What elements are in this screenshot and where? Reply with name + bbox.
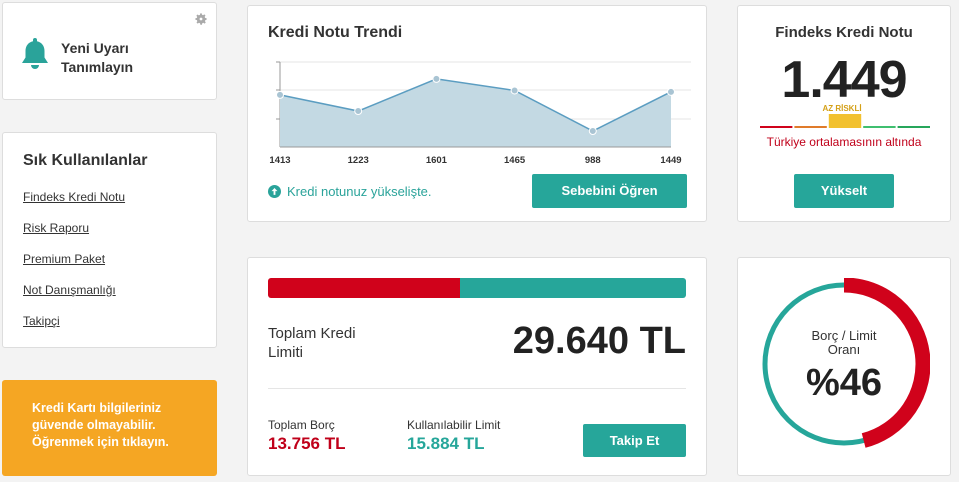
trend-point (510, 86, 519, 95)
frequently-used-card: Sık Kullanılanlar Findeks Kredi Notu Ris… (2, 132, 217, 348)
credit-score-trend-card: Kredi Notu Trendi 1413 1223 1601 1465 988 144… (247, 5, 707, 222)
follow-button[interactable]: Takip Et (583, 424, 686, 457)
gear-icon[interactable] (194, 12, 208, 26)
credit-card-warning-banner[interactable]: Kredi Kartı bilgileriniz güvende olmayab… (2, 380, 217, 476)
x-tick-label: 1223 (348, 155, 369, 166)
link-premium-package[interactable]: Premium Paket (23, 252, 106, 266)
risk-scale-segment (897, 126, 930, 128)
link-risk-report[interactable]: Risk Raporu (23, 221, 90, 235)
available-limit-value: 15.884 TL (407, 434, 485, 453)
x-tick-label: 988 (585, 155, 601, 166)
trend-rise-message: Kredi notunuz yükselişte. (268, 184, 432, 199)
ratio-value: %46 (805, 362, 883, 404)
average-comparison-text: Türkiye ortalamasının altında (766, 135, 922, 149)
bell-icon (22, 38, 48, 69)
x-tick-label: 1449 (660, 155, 681, 166)
arrow-up-circle-icon (268, 185, 281, 198)
new-alert-card[interactable]: Yeni Uyarı Tanımlayın (2, 2, 217, 100)
trend-area (280, 78, 671, 147)
ratio-label: Borç / Limit Oranı (738, 329, 950, 357)
trend-point (588, 127, 597, 136)
trend-chart: 1413 1223 1601 1465 988 1449 (269, 61, 691, 166)
trend-rise-text: Kredi notunuz yükselişte. (287, 184, 432, 199)
credit-score-value: 1.449 (781, 51, 907, 109)
available-limit-label: Kullanılabilir Limit (407, 418, 501, 432)
risk-scale-segment (760, 126, 793, 128)
risk-scale-active-segment (828, 114, 862, 128)
total-debt-label: Toplam Borç (268, 418, 335, 432)
findeks-title: Findeks Kredi Notu (775, 24, 913, 41)
new-alert-text[interactable]: Yeni Uyarı Tanımlayın (61, 40, 134, 75)
x-tick-label: 1465 (504, 155, 526, 166)
risk-scale (760, 114, 930, 128)
risk-scale-segment (794, 126, 827, 128)
x-tick-label: 1413 (269, 155, 290, 166)
trend-point (354, 107, 363, 116)
debt-limit-ratio-ring (762, 278, 930, 448)
trend-line (279, 78, 672, 132)
divider (268, 388, 686, 389)
risk-scale-segment (863, 126, 896, 128)
trend-point (432, 74, 441, 83)
link-findeks-credit-score[interactable]: Findeks Kredi Notu (23, 190, 126, 204)
debt-limit-ratio-card: Borç / Limit Oranı %46 (737, 257, 951, 476)
frequently-used-links: Findeks Kredi Notu Risk Raporu Premium P… (23, 188, 125, 343)
x-tick-label: 1601 (426, 155, 448, 166)
improve-score-button[interactable]: Yükselt (794, 174, 894, 208)
frequently-used-title: Sık Kullanılanlar (23, 152, 148, 169)
link-score-consulting[interactable]: Not Danışmanlığı (23, 283, 116, 297)
link-follower[interactable]: Takipçi (23, 314, 60, 328)
warning-banner-text[interactable]: Kredi Kartı bilgileriniz güvende olmayab… (32, 401, 169, 449)
total-debt-value: 13.756 TL (268, 434, 346, 453)
learn-reason-button[interactable]: Sebebini Öğren (532, 174, 687, 208)
limit-usage-bar (268, 278, 686, 298)
ratio-label-text: Borç / Limit Oranı (811, 328, 877, 357)
ratio-ring-used (843, 278, 930, 448)
limit-usage-bar-used (268, 278, 461, 298)
total-limit-value: 29.640 TL (512, 320, 686, 362)
trend-title: Kredi Notu Trendi (268, 24, 403, 41)
total-limit-label: Toplam Kredi Limiti (268, 325, 356, 361)
credit-limit-card: Toplam Kredi Limiti 29.640 TL Toplam Bor… (247, 257, 707, 476)
findeks-credit-score-card: Findeks Kredi Notu 1.449 AZ RİSKLİ Türki… (737, 5, 951, 222)
risk-level-label: AZ RİSKLİ (822, 104, 862, 113)
trend-point (667, 87, 675, 96)
limit-usage-bar-free (460, 278, 686, 298)
trend-point (276, 90, 284, 99)
